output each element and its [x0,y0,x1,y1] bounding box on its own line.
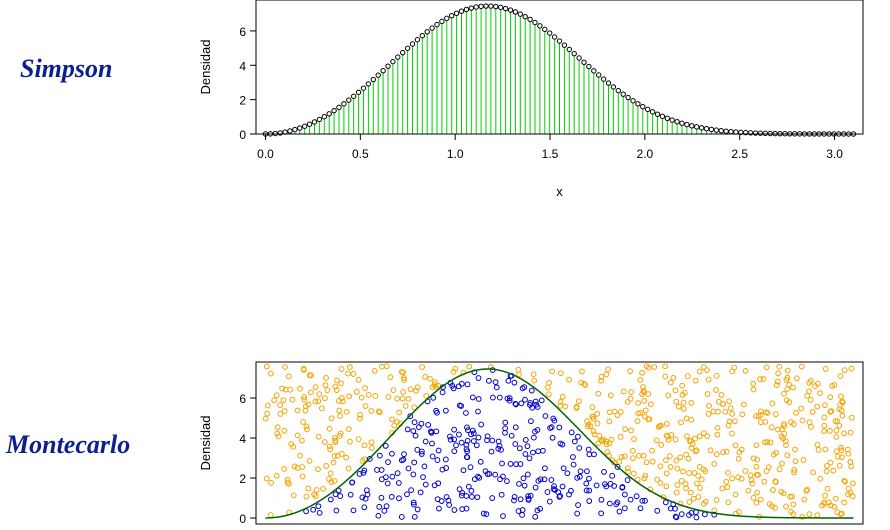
simpson-chart: 0 2 4 6 0.0 0.5 1.0 1.5 2.0 2.5 3.0 Densidad x [190,0,890,226]
ytick-label: 6 [239,392,246,406]
page: Simpson Montecarlo 0 2 4 6 0.0 0.5 1.0 1.5 2.0 2.… [0,0,890,530]
x-axis-label: x [556,184,563,199]
xtick-label: 1.0 [447,147,464,161]
ytick-label: 4 [239,432,246,446]
xtick-label: 1.5 [542,147,559,161]
y-axis-label: Densidad [198,40,213,95]
ytick-label: 0 [239,512,246,526]
ytick-label: 6 [239,25,246,39]
xtick-label: 3.0 [826,147,843,161]
xtick-label: 2.5 [731,147,748,161]
montecarlo-chart: 0 2 4 6 Densidad [190,340,890,530]
xtick-label: 2.0 [637,147,654,161]
xtick-label: 0.0 [257,147,274,161]
simpson-label: Simpson [20,54,113,84]
ytick-label: 4 [239,59,246,73]
ytick-label: 2 [239,94,246,108]
y-axis-label: Densidad [198,416,213,471]
montecarlo-label: Montecarlo [6,430,130,460]
ytick-label: 2 [239,472,246,486]
xtick-label: 0.5 [352,147,369,161]
ytick-label: 0 [239,128,246,142]
